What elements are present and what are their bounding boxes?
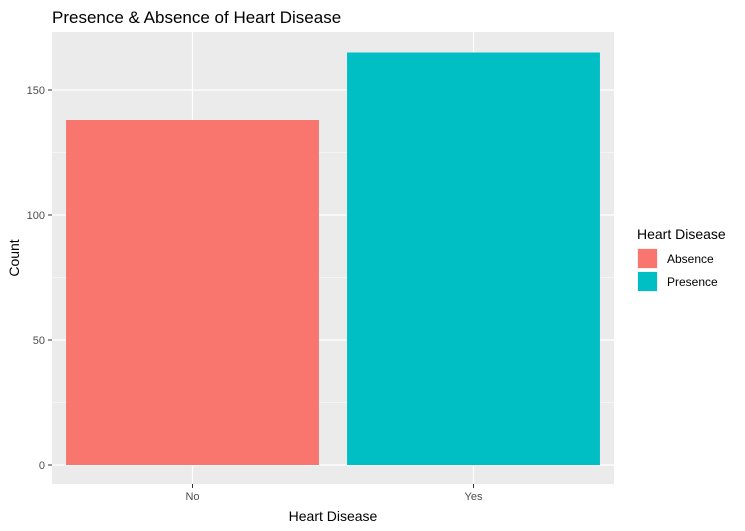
y-tick-label: 50 [33, 335, 45, 347]
x-tick-label-no: No [185, 491, 199, 503]
legend-label-absence: Absence [667, 252, 714, 266]
y-axis-title: Count [6, 239, 22, 276]
legend-label-presence: Presence [667, 275, 718, 289]
legend: Heart Disease Absence Presence [637, 226, 726, 292]
legend-swatch-presence [638, 272, 657, 291]
bar-yes [347, 52, 600, 465]
x-axis-ticks: No Yes [185, 484, 483, 503]
bar-no [66, 120, 319, 465]
y-tick-label: 0 [39, 460, 45, 472]
bars [66, 52, 600, 465]
chart-title: Presence & Absence of Heart Disease [52, 8, 341, 27]
x-axis-title: Heart Disease [289, 508, 378, 524]
y-axis-ticks: 0 50 100 150 [27, 85, 52, 472]
y-tick-label: 100 [27, 210, 45, 222]
legend-swatch-absence [638, 249, 657, 268]
x-tick-label-yes: Yes [465, 491, 483, 503]
y-tick-label: 150 [27, 85, 45, 97]
legend-title: Heart Disease [637, 226, 726, 242]
